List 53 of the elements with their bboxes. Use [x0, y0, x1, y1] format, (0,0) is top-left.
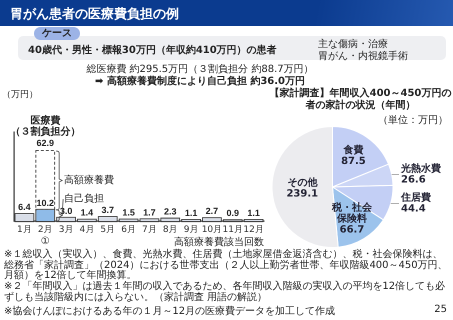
text: ➡ 高額療養費制度により自己負担 約36.0万円: [94, 74, 306, 87]
data-label: 6.4: [18, 202, 31, 212]
text: ※２「年間収入」は過去１年間の収入であるため、各年間収入階級の実収入の平均を12倍しても必ずしも当該階級内には入らない。（家計調査 用語の解説）: [4, 281, 446, 303]
text: 主な傷病・治療: [318, 38, 388, 50]
x-tick-label: 7月: [142, 224, 157, 235]
data-label: 87.5: [341, 156, 366, 167]
slice-label: 税・社会保険料: [330, 202, 373, 225]
x-tick-label: 9月: [184, 224, 198, 235]
data-label: 1.1: [247, 208, 260, 218]
x-tick-label: 8月: [162, 224, 178, 235]
slice-label: 住居費: [400, 191, 431, 204]
y-axis-title: （万円）: [2, 89, 38, 101]
text: 医療費（３割負担分）: [10, 114, 80, 138]
x-tick-label: 3月: [58, 224, 74, 235]
chart-subtitle: （単位：万円）: [377, 114, 448, 127]
chart-title: 胃がん患者の医療費負担の例: [10, 6, 179, 23]
text: 総医療費 約295.5万円（３割負担分 約88.7万円）: [85, 62, 315, 75]
series-label: 自己負担: [64, 192, 104, 205]
data-label: 44.4: [401, 203, 426, 214]
x-tick-label: 10月: [202, 224, 222, 235]
x-tick-label: 6月: [121, 224, 136, 235]
data-label: 10.2: [36, 198, 54, 208]
data-label: 26.6: [401, 174, 426, 186]
text: ※１総収入（実収入）、食費、光熱水費、住居費（土地家屋借金返済含む）、税・社会保険料は、総務省「家計調査」（2024）における世帯支出（２人以上勤労者世帯、年収階級400～450万円、月額）を12倍して年間換算。: [4, 249, 449, 281]
text: ※協会けんぽにおけるある年の１月～12月の医療費データを加工して作成: [4, 304, 336, 318]
slice-label: 食費: [342, 144, 364, 156]
slice-label: 光熱水費: [400, 162, 441, 175]
x-tick-label: 11月: [222, 224, 243, 235]
chart-title: 【家計調査】年間収入400～450万円の者の家計の状況（年間）: [268, 88, 452, 112]
data-label: 1.1: [184, 208, 198, 218]
x-tick-label: 2月: [38, 224, 53, 235]
x-tick-label: 12月: [243, 224, 264, 235]
x-tick-label: 4月: [80, 224, 94, 235]
x-tick-label: 1月: [17, 224, 32, 235]
data-label: 1.5: [122, 208, 135, 218]
x-axis-title: 高額療養費該当回数: [174, 236, 264, 248]
text: 40歳代・男性・標報30万円（年収約410万円）の患者: [28, 44, 277, 57]
data-label: 2.3: [164, 206, 177, 217]
data-label: 2.7: [206, 206, 218, 216]
text: 25: [434, 304, 447, 315]
series-label: 高額療養費: [64, 174, 114, 186]
total-label: 62.9: [36, 138, 54, 148]
data-label: 1.7: [143, 207, 156, 218]
slice-label: その他: [287, 176, 318, 189]
x-tick-label: 5月: [100, 224, 116, 235]
text: ①: [40, 236, 50, 247]
data-label: 1.4: [80, 208, 94, 218]
data-label: 3.7: [101, 205, 114, 216]
data-label: 239.1: [286, 188, 318, 200]
text: 胃がん・内視鏡手術: [318, 50, 408, 63]
text: ケース: [34, 27, 80, 40]
data-label: 66.7: [340, 224, 364, 236]
data-label: 0.9: [226, 208, 240, 218]
